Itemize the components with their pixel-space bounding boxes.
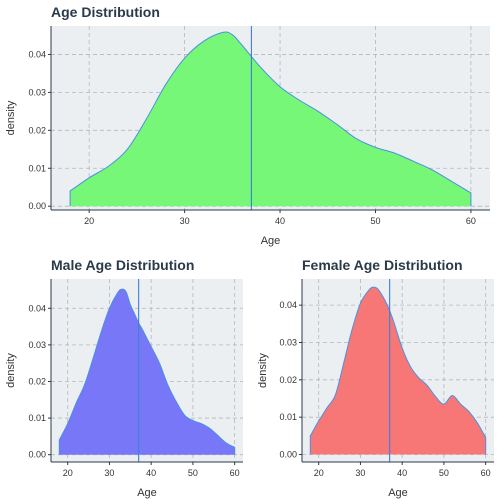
y-axis-label: density [257,353,269,388]
y-axis-label: density [5,353,17,388]
density-area [70,32,471,207]
x-tick-label: 30 [355,468,365,478]
y-tick-label: 0.04 [28,303,46,313]
chart-panel-1: 20 30 40 50 60 0.00 0.01 0.02 0.03 0.04 Age Distri… [5,4,490,247]
y-tick-label: 0.00 [279,450,297,460]
y-tick-label: 0.00 [28,201,46,211]
x-tick-label: 50 [370,216,380,226]
x-tick-label: 20 [63,468,73,478]
y-tick-label: 0.01 [28,413,46,423]
y-tick-label: 0.01 [28,163,46,173]
x-axis-label: Age [261,235,281,247]
x-tick-label: 30 [180,216,190,226]
density-area [59,289,235,455]
chart-title: Female Age Distribution [302,257,463,273]
density-area [310,287,486,455]
x-tick-label: 20 [84,216,94,226]
y-tick-label: 0.04 [28,49,46,59]
y-tick-label: 0.01 [279,412,297,422]
chart-panel-2: 20 30 40 50 60 0.00 0.01 0.02 0.03 0.04 Male Age D… [5,257,243,499]
x-tick-label: 60 [466,216,476,226]
y-tick-label: 0.04 [279,300,297,310]
y-tick-label: 0.03 [28,87,46,97]
x-tick-label: 60 [481,468,491,478]
x-tick-label: 50 [188,468,198,478]
x-tick-label: 40 [397,468,407,478]
y-tick-label: 0.02 [28,376,46,386]
x-tick-label: 40 [146,468,156,478]
y-axis-label: density [5,100,17,135]
x-tick-label: 60 [230,468,240,478]
y-tick-label: 0.00 [28,450,46,460]
y-tick-label: 0.02 [279,375,297,385]
chart-title: Male Age Distribution [51,257,194,273]
x-tick-label: 40 [275,216,285,226]
x-tick-label: 30 [104,468,114,478]
x-tick-label: 20 [314,468,324,478]
chart-panel-3: 20 30 40 50 60 0.00 0.01 0.02 0.03 0.04 Female Age… [257,257,494,499]
x-axis-label: Age [388,487,408,499]
y-tick-label: 0.03 [279,337,297,347]
chart-title: Age Distribution [51,4,160,20]
y-tick-label: 0.02 [28,125,46,135]
density-curve [69,31,472,207]
x-axis-label: Age [137,487,157,499]
y-tick-label: 0.03 [28,340,46,350]
x-tick-label: 50 [439,468,449,478]
